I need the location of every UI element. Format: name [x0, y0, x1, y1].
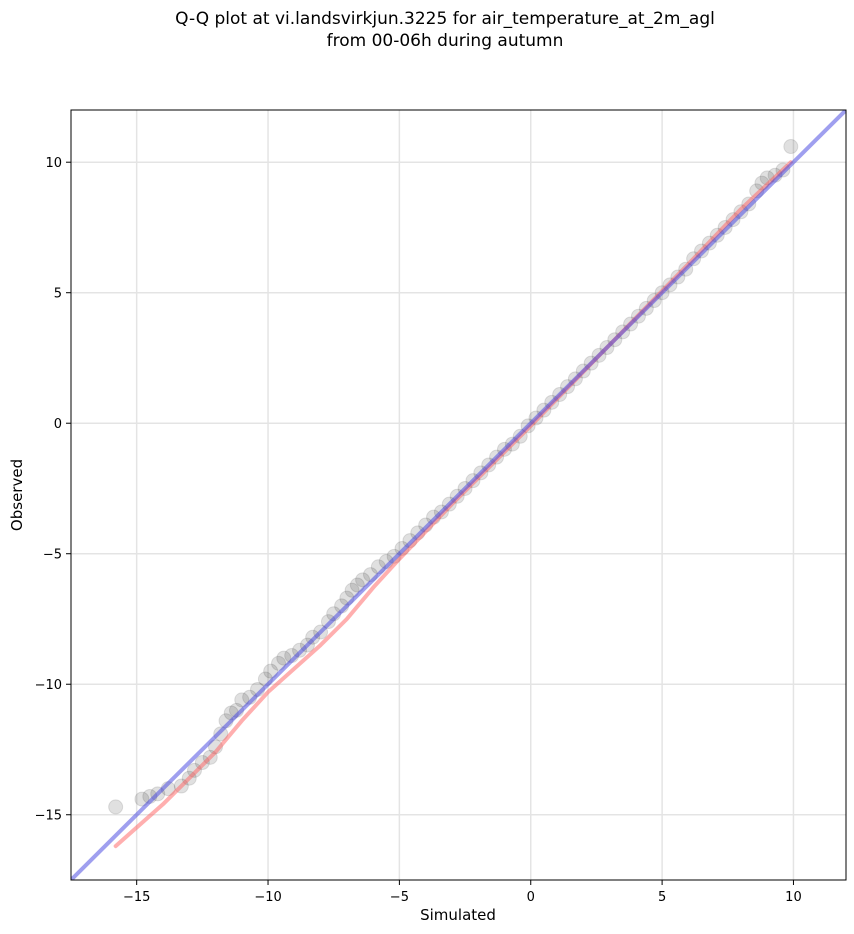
qq-point [263, 663, 279, 679]
grid-lines [71, 110, 846, 880]
qq-point [783, 139, 799, 155]
qq-point [349, 577, 365, 593]
y-tick-label: 5 [54, 287, 62, 302]
qq-point [134, 791, 150, 807]
plot-frame [70, 109, 847, 881]
qq-point [355, 572, 371, 588]
x-tick-label: −15 [123, 890, 150, 905]
x-tick-label: 0 [527, 890, 535, 905]
qq-point [344, 582, 360, 598]
x-axis-label: Simulated [420, 906, 496, 924]
qq-point [234, 692, 250, 708]
qq-point [276, 650, 292, 666]
plot-area [71, 110, 846, 880]
x-tick-label: −5 [390, 890, 409, 905]
chart-title: Q-Q plot at vi.landsvirkjun.3225 for air… [0, 8, 854, 52]
chart-title-line-1: Q-Q plot at vi.landsvirkjun.3225 for air… [175, 9, 715, 29]
x-tick-label: 5 [658, 890, 666, 905]
qq-point [271, 655, 287, 671]
chart-title-line-2: from 00-06h during autumn [326, 31, 564, 51]
y-tick-label: −10 [35, 678, 62, 693]
axis-ticks: −15 −10 −5 0 5 10 −15 −10 −5 0 5 10 [35, 156, 802, 905]
y-tick-label: 0 [54, 417, 62, 432]
identity-line [71, 110, 846, 880]
y-axis-label: Observed [8, 459, 26, 531]
x-tick-label: 10 [785, 890, 802, 905]
qq-point [108, 799, 124, 815]
y-tick-label: −5 [43, 548, 62, 563]
x-tick-label: −10 [254, 890, 281, 905]
y-tick-label: 10 [45, 156, 62, 171]
y-tick-label: −15 [35, 809, 62, 824]
